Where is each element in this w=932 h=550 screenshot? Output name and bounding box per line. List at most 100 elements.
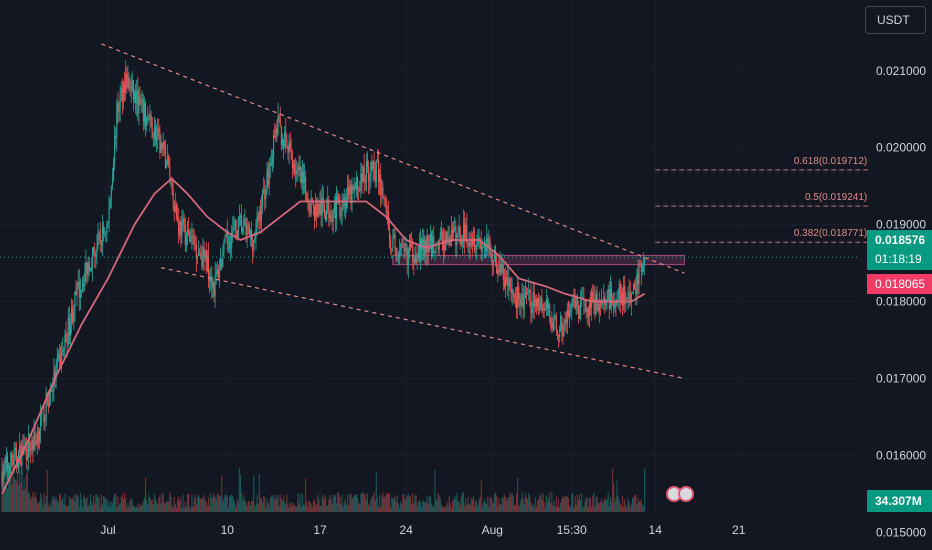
- volume-bar: [541, 499, 543, 512]
- candle-body: [470, 240, 472, 247]
- candle-body: [425, 240, 427, 253]
- zone-rect[interactable]: [392, 254, 685, 266]
- time-axis[interactable]: Jul 10 17 24 Aug 15:30 14 21: [100, 523, 745, 537]
- volume-bar: [433, 507, 435, 512]
- volume-bar: [160, 503, 162, 512]
- volume-bar: [639, 501, 641, 512]
- candle-body: [74, 291, 76, 313]
- candle-body: [358, 188, 360, 190]
- candle-body: [209, 278, 211, 282]
- candle-body: [308, 200, 310, 207]
- candle-body: [545, 299, 547, 309]
- candle-body: [3, 460, 5, 474]
- volume-bar: [375, 471, 377, 512]
- candle-body: [629, 294, 631, 303]
- candle-body: [136, 90, 138, 104]
- candle-body: [295, 171, 297, 174]
- volume-bar: [490, 497, 492, 512]
- candle-body: [642, 263, 645, 265]
- candle-body: [156, 136, 158, 141]
- volume-bar: [338, 492, 340, 512]
- volume-bar: [385, 493, 387, 512]
- volume-bar: [437, 493, 439, 512]
- volume-bar: [435, 500, 437, 512]
- candle-body: [588, 302, 590, 317]
- volume-bar: [225, 494, 227, 512]
- price-axis[interactable]: 0.021000 0.020000 0.019000 0.018000 0.017000…: [876, 64, 926, 540]
- candle-body: [54, 371, 56, 381]
- volume-bar: [4, 482, 6, 512]
- volume-bar: [453, 499, 455, 512]
- candle-body: [281, 139, 284, 145]
- candle-body: [247, 224, 249, 227]
- time-tick-label: 15:30: [557, 523, 587, 537]
- volume-bar: [340, 503, 342, 512]
- candle-body: [352, 186, 354, 191]
- volume-bar: [93, 495, 95, 512]
- volume-bar: [258, 473, 260, 512]
- volume-bar: [450, 507, 452, 512]
- volume-bar: [38, 501, 41, 512]
- volume-bar: [573, 507, 575, 512]
- trendlines[interactable]: [101, 43, 685, 380]
- volume-bar: [522, 498, 524, 512]
- candle-body: [587, 307, 589, 317]
- volume-bar: [140, 505, 142, 512]
- volume-bar: [372, 496, 374, 512]
- candle-body: [306, 192, 308, 201]
- candle-body: [382, 187, 384, 198]
- candle-body: [287, 145, 289, 153]
- candle-body: [495, 250, 497, 262]
- fib-label: 0.382(0.018771): [794, 228, 867, 239]
- candle-body: [496, 261, 498, 274]
- candle-body: [466, 224, 468, 243]
- volume-bar: [451, 500, 454, 512]
- volume-bar: [269, 497, 271, 512]
- volume-bar: [413, 503, 415, 512]
- event-markers[interactable]: [666, 486, 696, 504]
- candle-body: [444, 240, 446, 251]
- resistance-trendline[interactable]: [101, 43, 685, 274]
- candle-body: [333, 202, 335, 211]
- volume-bar: [619, 503, 621, 512]
- volume-bar: [207, 497, 210, 512]
- candle-body: [546, 299, 549, 308]
- volume-bar: [584, 501, 586, 512]
- volume-bar: [369, 506, 371, 512]
- support-zone[interactable]: [392, 254, 685, 266]
- volume-bar: [625, 504, 627, 512]
- candle-body: [6, 456, 9, 469]
- candle-body: [237, 218, 239, 239]
- candle-body: [522, 294, 524, 309]
- volume-bar: [628, 501, 630, 512]
- candle-body: [190, 237, 192, 242]
- volume-bar: [66, 505, 68, 512]
- candle-body: [40, 415, 42, 432]
- candle-body: [361, 173, 363, 182]
- volume-bar: [275, 495, 277, 512]
- volume-bar: [583, 506, 585, 512]
- volume-bar: [366, 493, 369, 512]
- volume-bar: [119, 503, 121, 512]
- event-icon-2[interactable]: [678, 486, 694, 502]
- fib-levels[interactable]: 0.618(0.019712) 0.5(0.019241) 0.382(0.0187…: [655, 156, 870, 243]
- currency-button[interactable]: USDT: [865, 6, 926, 34]
- last-price-label: 0.018576 01:18:19: [867, 230, 932, 270]
- candle-body: [175, 206, 178, 218]
- volume-bar: [153, 494, 155, 512]
- candle-body: [160, 142, 162, 153]
- candle-body: [589, 302, 592, 308]
- candle-body: [356, 177, 359, 189]
- volume-bar: [13, 477, 15, 512]
- volume-bar: [68, 495, 70, 512]
- volume-bar: [105, 499, 107, 512]
- candle-body: [31, 440, 33, 451]
- candle-body: [152, 137, 154, 139]
- support-trendline[interactable]: [160, 267, 685, 380]
- candle-body: [158, 128, 160, 133]
- candle-body: [380, 175, 382, 196]
- candle-body: [615, 302, 617, 305]
- candle-body: [126, 73, 128, 88]
